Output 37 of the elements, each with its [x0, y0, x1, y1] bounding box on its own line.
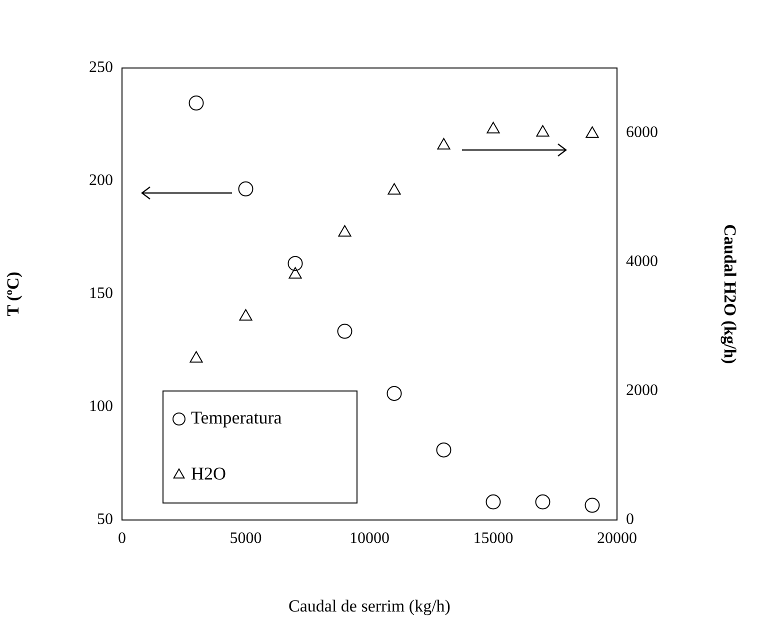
x-axis-title: Caudal de serrim (kg/h): [288, 596, 450, 616]
y-tick-label: 50: [97, 511, 113, 528]
y2-axis-title: Caudal H2O (kg/h): [720, 224, 740, 364]
x-tick-label: 10000: [350, 530, 390, 547]
y-tick-label: 200: [89, 172, 113, 190]
y2-tick-label: 0: [626, 511, 634, 528]
point: [535, 494, 550, 510]
point: [238, 181, 254, 196]
point: [486, 494, 501, 510]
x-tick-label: 15000: [473, 530, 514, 547]
x-tick-label: 5000: [230, 530, 262, 547]
y2-tick-label: 6000: [626, 124, 658, 141]
point: [190, 351, 203, 363]
y2-tick-label: 2000: [626, 382, 658, 400]
point: [536, 125, 550, 137]
legend-label: H2O: [191, 464, 226, 484]
point: [337, 324, 352, 339]
y-tick-label: 100: [89, 398, 113, 416]
point: [288, 267, 302, 279]
point: [486, 122, 500, 134]
x-tick-label: 20000: [597, 530, 637, 547]
y-tick-label: 150: [89, 285, 113, 302]
y2-tick-label: 4000: [626, 252, 658, 270]
point: [586, 126, 599, 138]
y-axis-title: T (ºC): [4, 272, 23, 316]
point: [388, 183, 401, 195]
point: [386, 386, 402, 401]
point: [338, 225, 352, 237]
point: [584, 498, 600, 513]
point: [188, 96, 204, 111]
point: [437, 138, 450, 150]
legend-label: Temperatura: [191, 408, 282, 428]
point: [436, 442, 452, 458]
x-tick-label: 0: [118, 530, 126, 547]
point: [239, 309, 252, 321]
point: [288, 256, 303, 271]
y-tick-label: 250: [89, 59, 113, 76]
